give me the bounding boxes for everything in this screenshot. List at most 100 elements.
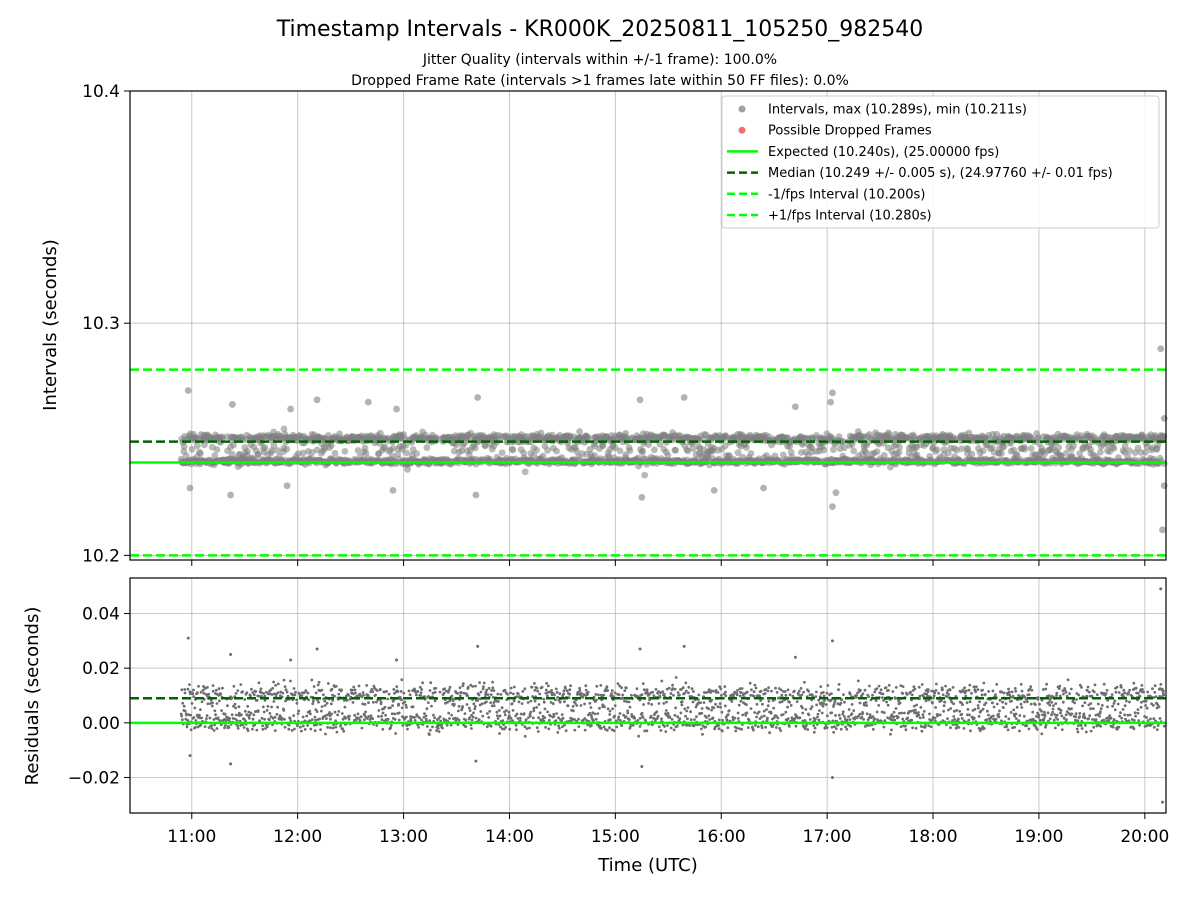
residual-point (365, 684, 368, 687)
residual-point (239, 683, 242, 686)
residual-point (672, 694, 675, 697)
residual-point (473, 707, 476, 710)
residual-point (796, 700, 799, 703)
residual-point (1028, 693, 1031, 696)
residual-point (775, 726, 778, 729)
residual-point (840, 728, 843, 731)
residual-point (931, 702, 934, 705)
residual-point (478, 718, 481, 721)
residual-point (489, 701, 492, 704)
residual-point (430, 705, 433, 708)
residual-point (776, 691, 779, 694)
residual-point (660, 729, 663, 732)
residual-point (647, 702, 650, 705)
residual-point (719, 702, 722, 705)
residual-point (325, 717, 328, 720)
residual-point (465, 725, 468, 728)
residual-point (443, 687, 446, 690)
residual-point (922, 716, 925, 719)
residual-point (876, 711, 879, 714)
residual-point (817, 713, 820, 716)
interval-point (1111, 445, 1118, 452)
residual-point (955, 709, 958, 712)
residual-point (481, 715, 484, 718)
residual-point (843, 701, 846, 704)
residual-point (955, 727, 958, 730)
residual-point (914, 709, 917, 712)
residual-point (536, 690, 539, 693)
residual-point (589, 702, 592, 705)
residual-point (202, 689, 205, 692)
residual-point (880, 688, 883, 691)
residual-point (317, 684, 320, 687)
residual-point (246, 691, 249, 694)
residual-point (274, 716, 277, 719)
residual-point (641, 693, 644, 696)
residual-point (538, 703, 541, 706)
residual-point (949, 707, 952, 710)
residual-point (847, 715, 850, 718)
residual-point (464, 712, 467, 715)
residual-point (561, 713, 564, 716)
residual-point (398, 719, 401, 722)
residual-point (987, 714, 990, 717)
residual-point (258, 681, 261, 684)
residual-point (1007, 729, 1010, 732)
residual-point (897, 716, 900, 719)
residual-point (217, 716, 220, 719)
residual-point (247, 729, 250, 732)
residual-point (768, 731, 771, 734)
residual-point (947, 693, 950, 696)
residual-point (417, 726, 420, 729)
interval-point (413, 450, 420, 457)
residual-point (504, 726, 507, 729)
residual-point (206, 714, 209, 717)
residual-point (251, 728, 254, 731)
residual-point (611, 689, 614, 692)
top-y-tick-label: 10.2 (82, 546, 120, 566)
residual-point (657, 715, 660, 718)
residual-point (263, 711, 266, 714)
residual-point (622, 697, 625, 700)
residual-point (371, 717, 374, 720)
residual-point (272, 681, 275, 684)
residual-point (642, 716, 645, 719)
residual-point (628, 718, 631, 721)
residual-point (641, 712, 644, 715)
residual-point (764, 726, 767, 729)
residual-point (313, 685, 316, 688)
residual-point (625, 715, 628, 718)
residual-point (400, 690, 403, 693)
residual-point (518, 701, 521, 704)
interval-outlier-point (637, 396, 644, 403)
residual-point (767, 690, 770, 693)
residual-point (952, 715, 955, 718)
residual-point (595, 718, 598, 721)
residual-point (790, 704, 793, 707)
residual-point (944, 685, 947, 688)
residual-point (447, 712, 450, 715)
residual-point (889, 733, 892, 736)
residual-point (418, 716, 421, 719)
residual-point (240, 713, 243, 716)
residual-point (587, 691, 590, 694)
residual-point (917, 714, 920, 717)
residual-point (961, 703, 964, 706)
residual-point (759, 699, 762, 702)
residual-point (472, 716, 475, 719)
residual-point (877, 704, 880, 707)
residual-point (619, 719, 622, 722)
residual-point (270, 706, 273, 709)
residual-point (267, 705, 270, 708)
residual-point (314, 716, 317, 719)
residual-point (496, 693, 499, 696)
residual-point (900, 712, 903, 715)
residual-point (608, 726, 611, 729)
residual-point (361, 727, 364, 730)
residual-point (873, 691, 876, 694)
residual-point (997, 713, 1000, 716)
residual-point (838, 714, 841, 717)
residual-point (186, 726, 189, 729)
interval-point (585, 434, 592, 441)
